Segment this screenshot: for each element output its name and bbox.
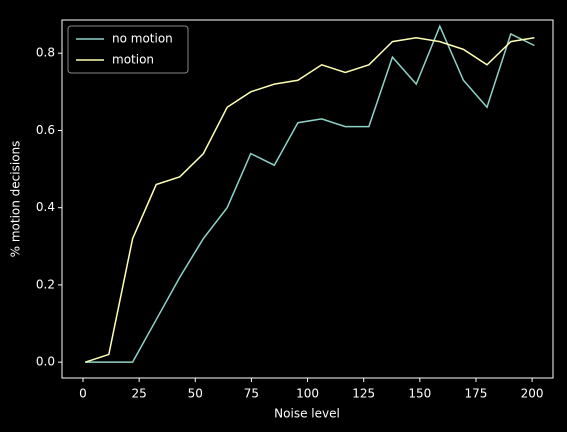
x-tick-label: 125 <box>352 387 375 401</box>
x-tick-label: 200 <box>521 387 544 401</box>
x-tick-label: 175 <box>465 387 488 401</box>
legend-box <box>67 25 189 74</box>
x-tick-label: 50 <box>188 387 203 401</box>
y-tick-label: 0.2 <box>36 277 55 291</box>
legend-label: no motion <box>112 32 173 46</box>
y-axis-label: % motion decisions <box>9 141 23 258</box>
x-tick-label: 0 <box>79 387 87 401</box>
legend-label: motion <box>112 53 154 67</box>
series-line <box>85 37 535 363</box>
x-axis-label: Noise level <box>274 407 340 421</box>
x-tick-label: 100 <box>296 387 319 401</box>
series-line <box>85 24 535 363</box>
y-tick-label: 0.8 <box>36 46 55 60</box>
plot-frame <box>61 19 554 379</box>
y-tick-label: 0.6 <box>36 123 55 137</box>
y-tick-label: 0.4 <box>36 200 55 214</box>
y-tick-label: 0.0 <box>36 355 55 369</box>
x-tick-label: 75 <box>244 387 259 401</box>
x-tick-label: 25 <box>131 387 146 401</box>
x-tick-label: 150 <box>408 387 431 401</box>
